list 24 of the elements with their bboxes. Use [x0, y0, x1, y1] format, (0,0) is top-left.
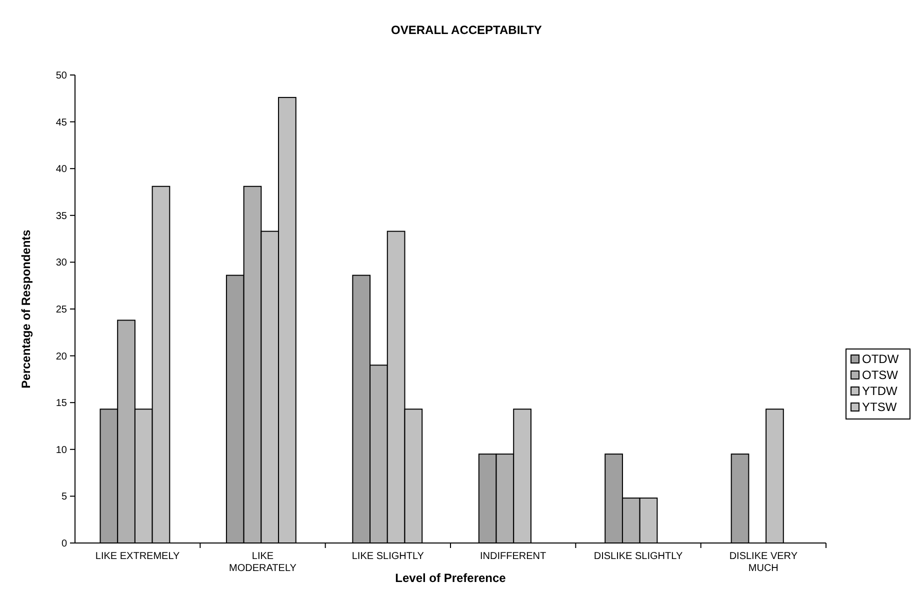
y-tick-label: 10: [56, 444, 68, 456]
y-tick-label: 40: [56, 164, 68, 176]
x-tick-label: LIKE EXTREMELY: [95, 551, 180, 562]
x-axis-title: Level of Preference: [395, 571, 506, 585]
y-tick-label: 35: [56, 210, 68, 222]
y-tick-label: 30: [56, 258, 68, 269]
y-axis-title: Percentage of Respondents: [19, 229, 33, 388]
y-tick-label: 5: [61, 492, 68, 503]
legend-label: OTDW: [862, 352, 900, 366]
legend-label: YTSW: [862, 400, 898, 414]
chart-title: OVERALL ACCEPTABILTY: [391, 23, 542, 37]
x-tick-label: LIKE SLIGHTLY: [352, 551, 424, 562]
y-tick-label: 0: [61, 538, 68, 550]
y-tick-label: 50: [56, 70, 68, 82]
x-tick-label: DISLIKE SLIGHTLY: [594, 551, 683, 562]
y-tick-label: 20: [56, 351, 68, 362]
legend-label: YTDW: [862, 384, 898, 398]
x-tick-label: LIKE MODERATELY: [229, 551, 297, 574]
y-tick-label: 15: [56, 398, 68, 410]
legend-label: OTSW: [862, 368, 899, 382]
x-tick-label: INDIFFERENT: [480, 551, 546, 562]
y-tick-label: 45: [56, 117, 68, 128]
y-tick-label: 25: [56, 304, 68, 316]
x-tick-label: DISLIKE VERY MUCH: [729, 551, 798, 574]
